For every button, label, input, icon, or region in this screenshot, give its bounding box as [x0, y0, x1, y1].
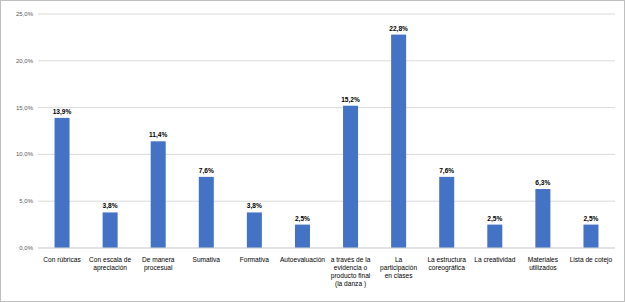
y-tick-label: 15,0%	[16, 105, 34, 111]
data-label: 3,8%	[103, 202, 118, 210]
data-label: 15,2%	[341, 96, 360, 104]
x-axis-line	[38, 248, 615, 249]
bar	[295, 225, 310, 248]
frame	[1, 1, 625, 302]
x-tick-label: Con escala deapreciación	[89, 256, 131, 272]
data-label: 2,5%	[583, 215, 598, 223]
data-label: 7,6%	[199, 167, 214, 175]
y-tick-label: 5,0%	[19, 198, 33, 204]
bar	[487, 225, 502, 248]
grid-line	[38, 107, 615, 108]
bar	[247, 212, 262, 248]
grid-line	[38, 60, 615, 61]
bar	[55, 118, 70, 248]
bar	[151, 141, 166, 248]
bar	[391, 35, 406, 248]
grid-line	[38, 14, 615, 15]
x-tick-label: a través de laevidencia oproducto final(…	[331, 256, 371, 288]
bars	[55, 35, 599, 248]
y-tick-label: 0,0%	[19, 245, 33, 251]
bar	[535, 189, 550, 248]
y-tick-label: 25,0%	[16, 11, 34, 17]
x-tick-label: La creatividad	[474, 256, 515, 263]
data-label: 6,3%	[535, 179, 550, 187]
bar	[583, 225, 598, 248]
bar	[199, 177, 214, 248]
data-label: 13,9%	[53, 108, 72, 116]
bar	[103, 212, 118, 248]
data-label: 2,5%	[487, 215, 502, 223]
grid-line	[38, 154, 615, 155]
x-tick-label: La estructuracoreográfica	[427, 256, 466, 272]
y-tick-label: 20,0%	[16, 58, 34, 64]
x-tick-label: De maneraprocesual	[142, 256, 175, 272]
data-label: 7,6%	[439, 167, 454, 175]
data-label: 11,4%	[149, 131, 167, 139]
x-tick-label: Con rúbricas	[43, 256, 81, 263]
y-axis-line	[38, 14, 39, 248]
data-label: 22,8%	[389, 25, 408, 33]
y-tick-label: 10,0%	[16, 151, 34, 157]
x-tick-label: Formativa	[240, 256, 270, 263]
data-label: 2,5%	[295, 215, 310, 223]
bar	[439, 177, 454, 248]
x-tick-label: Laparticipaciónen clases	[380, 256, 417, 279]
x-tick-label: Autoevaluación	[280, 256, 325, 263]
x-tick-label: Materialesutilizados	[528, 256, 559, 271]
bar	[343, 106, 358, 248]
grid-line	[38, 201, 615, 202]
x-tick-label: Sumativa	[193, 256, 221, 263]
x-tick-label: Lista de cotejo	[570, 256, 613, 264]
data-label: 3,8%	[247, 202, 262, 210]
grid-line	[38, 248, 615, 249]
chart: 0,0% 5,0% 10,0% 15,0% 20,0% 25,0% 13,9% Con rúb…	[0, 0, 625, 302]
